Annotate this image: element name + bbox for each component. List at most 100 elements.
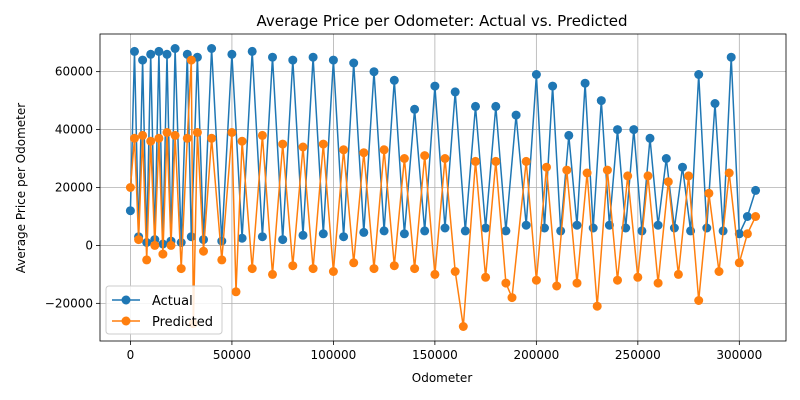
data-point-actual: [268, 52, 277, 62]
data-point-actual: [710, 99, 720, 108]
data-point-actual: [450, 87, 460, 97]
data-point-predicted: [247, 264, 257, 274]
data-point-actual: [440, 223, 450, 233]
data-point-actual: [328, 55, 338, 65]
data-point-predicted: [298, 142, 308, 152]
legend: Actual Predicted: [105, 285, 223, 335]
data-point-predicted: [389, 261, 399, 271]
data-point-actual: [247, 46, 257, 56]
data-point-actual: [661, 154, 671, 163]
data-point-actual: [540, 223, 549, 233]
data-point-predicted: [142, 255, 152, 265]
data-point-actual: [257, 232, 267, 242]
data-point-actual: [399, 229, 409, 239]
data-point-predicted: [623, 171, 633, 181]
data-point-actual: [369, 67, 379, 77]
data-point-predicted: [231, 287, 241, 297]
data-point-actual: [531, 70, 541, 79]
data-point-predicted: [531, 275, 541, 285]
data-point-predicted: [186, 55, 196, 65]
data-point-actual: [146, 49, 156, 59]
data-point-predicted: [154, 133, 164, 143]
y-tick-label: 40000: [55, 123, 93, 137]
data-point-predicted: [582, 168, 592, 178]
data-point-predicted: [724, 168, 734, 178]
data-point-predicted: [134, 235, 144, 245]
data-point-predicted: [458, 322, 468, 331]
data-point-actual: [460, 226, 470, 236]
data-point-predicted: [521, 156, 531, 166]
legend-marker-predicted: [121, 316, 131, 326]
data-point-predicted: [481, 272, 491, 282]
data-point-actual: [207, 44, 217, 53]
data-point-predicted: [501, 278, 511, 288]
data-point-actual: [318, 229, 328, 239]
data-point-predicted: [227, 128, 237, 137]
data-point-actual: [298, 230, 308, 240]
data-point-predicted: [751, 212, 761, 221]
data-point-predicted: [399, 154, 409, 163]
data-point-predicted: [379, 145, 389, 155]
data-point-predicted: [217, 255, 227, 265]
data-point-predicted: [471, 156, 480, 166]
data-point-actual: [339, 232, 349, 242]
data-point-predicted: [694, 296, 704, 305]
y-axis-ticks: −20000 0 20000 40000 60000: [45, 65, 100, 310]
data-point-predicted: [369, 264, 379, 274]
legend-box: [105, 285, 223, 335]
x-tick-label: 250000: [615, 348, 661, 362]
data-point-predicted: [430, 269, 440, 279]
x-tick-label: 200000: [513, 348, 559, 362]
data-point-predicted: [592, 301, 602, 311]
data-point-predicted: [288, 261, 298, 271]
data-point-predicted: [507, 293, 517, 303]
data-point-actual: [629, 125, 639, 135]
data-point-predicted: [572, 278, 582, 288]
data-point-actual: [138, 55, 148, 65]
data-point-predicted: [328, 267, 338, 276]
data-point-actual: [556, 226, 566, 236]
data-point-predicted: [162, 128, 172, 137]
series-line-predicted: [129, 59, 757, 328]
data-point-predicted: [182, 133, 192, 143]
data-point-predicted: [673, 269, 683, 279]
data-point-actual: [162, 49, 172, 59]
x-tick-label: 50000: [213, 348, 251, 362]
data-point-predicted: [653, 278, 663, 288]
data-point-actual: [491, 101, 501, 111]
data-point-actual: [669, 223, 679, 233]
data-point-predicted: [192, 128, 202, 137]
data-point-predicted: [450, 267, 460, 276]
data-point-actual: [572, 220, 582, 230]
data-point-predicted: [125, 183, 135, 192]
data-point-predicted: [704, 188, 714, 198]
y-tick-label: 20000: [55, 181, 93, 195]
data-point-actual: [186, 232, 196, 242]
data-point-actual: [154, 46, 164, 56]
data-point-actual: [420, 226, 430, 236]
data-point-predicted: [714, 267, 724, 276]
data-point-actual: [217, 236, 227, 246]
data-point-actual: [481, 223, 491, 233]
x-axis-ticks: 0 50000 100000 150000 200000 250000 300000: [127, 341, 762, 362]
data-point-predicted: [613, 275, 622, 285]
data-point-actual: [613, 125, 622, 135]
series-layer: [125, 44, 761, 331]
x-tick-label: 100000: [310, 348, 356, 362]
data-point-actual: [410, 104, 420, 114]
data-point-predicted: [602, 165, 612, 175]
data-point-actual: [125, 206, 135, 216]
data-point-actual: [237, 233, 247, 243]
data-point-actual: [389, 75, 399, 85]
data-point-predicted: [207, 133, 217, 143]
x-tick-label: 300000: [716, 348, 762, 362]
data-point-actual: [521, 220, 531, 230]
data-point-actual: [702, 223, 712, 233]
data-point-actual: [511, 110, 521, 120]
data-point-actual: [653, 220, 663, 230]
data-point-predicted: [130, 133, 139, 143]
data-point-actual: [694, 70, 704, 79]
data-point-actual: [596, 96, 606, 106]
data-point-predicted: [138, 130, 148, 140]
